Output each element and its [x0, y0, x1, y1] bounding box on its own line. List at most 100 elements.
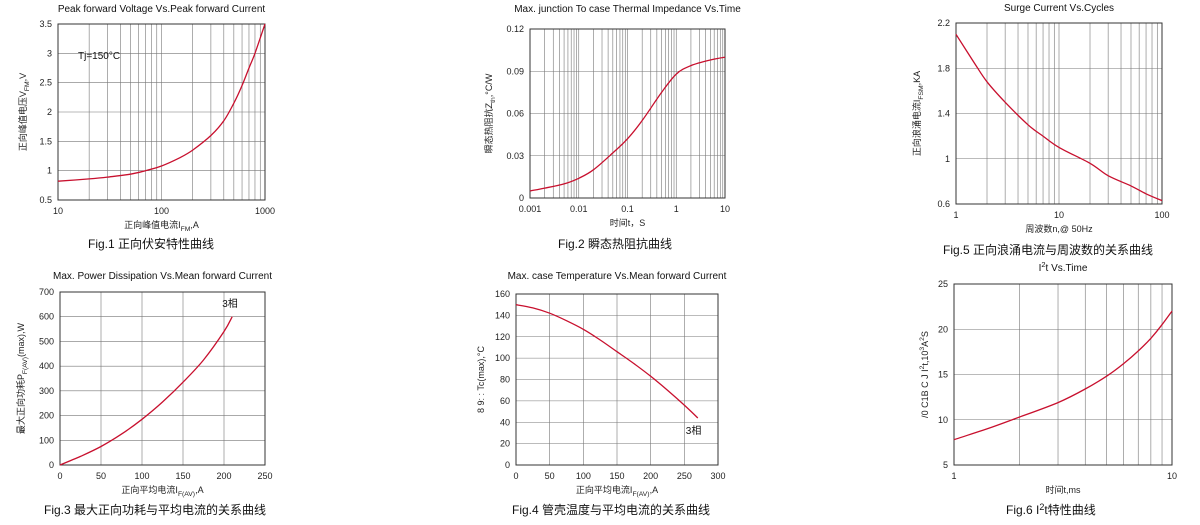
y-tick-label: 500: [39, 336, 54, 346]
y-tick-label: 80: [500, 375, 510, 385]
x-tick-label: 100: [576, 471, 591, 481]
series-line-1: [515, 304, 699, 419]
y-tick-label: 1.8: [937, 63, 950, 73]
figure-caption: Fig.3 最大正向功耗与平均电流的关系曲线: [44, 502, 266, 517]
figure-caption: Fig.5 正向浪涌电流与周波数的关系曲线: [943, 242, 1153, 257]
plot-frame: [59, 291, 266, 466]
y-tick-label: 0.6: [937, 199, 950, 209]
x-tick-label: 100: [134, 471, 149, 481]
y-tick-label: 0.09: [506, 66, 524, 76]
x-tick-label: 50: [96, 471, 106, 481]
y-tick-label: 160: [495, 289, 510, 299]
y-tick-label: 0: [519, 193, 524, 203]
plot-frame: [953, 283, 1173, 466]
x-tick-label: 1: [951, 471, 956, 481]
plot-frame: [515, 293, 719, 466]
series-line-1: [953, 310, 1173, 441]
y-tick-label: 1: [47, 166, 52, 176]
figure-caption: Fig.4 管壳温度与平均电流的关系曲线: [512, 502, 710, 517]
x-tick-label: 1: [953, 210, 958, 220]
x-tick-label: 100: [1154, 210, 1169, 220]
y-tick-label: 0.06: [506, 109, 524, 119]
x-tick-label: 300: [710, 471, 725, 481]
x-tick-label: 200: [216, 471, 231, 481]
y-tick-label: 600: [39, 312, 54, 322]
x-tick-label: 100: [154, 206, 169, 216]
y-tick-label: 100: [495, 353, 510, 363]
chart-title: Max. case Temperature Vs.Mean forward Cu…: [508, 271, 727, 282]
chart-title: Peak forward Voltage Vs.Peak forward Cur…: [58, 4, 266, 15]
chart-annotation: Tj=150°C: [78, 51, 120, 62]
y-tick-label: 2.5: [39, 78, 52, 88]
x-tick-label: 0: [513, 471, 518, 481]
x-tick-label: 10: [53, 206, 63, 216]
x-axis-label: 周波数n,@ 50Hz: [1025, 223, 1093, 234]
x-tick-label: 50: [545, 471, 555, 481]
chart-title: Max. junction To case Thermal Impedance …: [514, 4, 741, 15]
x-tick-label: 1: [674, 204, 679, 214]
x-tick-label: 0.001: [519, 204, 542, 214]
chart-title: I2t Vs.Time: [1039, 260, 1088, 274]
y-axis-label: 正向浪涌电流IFSM,KA: [911, 71, 925, 156]
y-tick-label: 3: [47, 48, 52, 58]
plot-frame: [57, 23, 266, 201]
x-axis-label: 时间t,ms: [1046, 484, 1081, 495]
y-tick-label: 0.5: [39, 195, 52, 205]
y-tick-label: 0.12: [506, 24, 524, 34]
y-tick-label: 15: [938, 370, 948, 380]
y-tick-label: 1.4: [937, 109, 950, 119]
x-tick-label: 0.1: [621, 204, 634, 214]
y-tick-label: 1: [945, 154, 950, 164]
y-tick-label: 200: [39, 411, 54, 421]
x-tick-label: 1000: [255, 206, 275, 216]
plot-frame: [529, 28, 726, 199]
y-axis-label: 正向峰值电压VFM,V: [17, 73, 31, 151]
y-tick-label: 100: [39, 435, 54, 445]
y-tick-label: 0.03: [506, 151, 524, 161]
chart-2: 0.001 0.01 0.1 1 10 0 0.03 0.06 0.09 0.12 Max. jun…: [483, 4, 741, 251]
x-axis-label: 正向平均电流IF(AV),A: [121, 484, 203, 498]
chart-1: 10 100 1000 0.5 1 1.5 2 2.5 3 3.5 Peak forward Vol…: [17, 4, 275, 251]
y-tick-label: 120: [495, 332, 510, 342]
y-tick-label: 3.5: [39, 19, 52, 29]
x-tick-label: 200: [643, 471, 658, 481]
y-axis-label: /0 C1B C J I2t,103A2S: [919, 331, 930, 418]
y-tick-label: 40: [500, 417, 510, 427]
x-tick-label: 0: [57, 471, 62, 481]
chart-5: 0 50 100 150 200 250 300 0 20 40 60 80 100 120 140 160 M…: [476, 271, 727, 517]
chart-title: Surge Current Vs.Cycles: [1004, 3, 1114, 14]
y-axis-label: 最大正向功耗PF(AV)(max),W: [15, 322, 29, 434]
x-tick-label: 0.01: [570, 204, 588, 214]
x-axis-label: 正向平均电流IF(AV),A: [576, 484, 658, 498]
chart-title: Max. Power Dissipation Vs.Mean forward C…: [53, 271, 272, 282]
chart-6: 1 10 5 10 15 20 25 I2t Vs.Time 时间t,ms/0 C1B C J …: [919, 260, 1177, 517]
y-axis-label: 瞬态热阻抗Zth,°C/W: [483, 73, 497, 153]
y-tick-label: 300: [39, 386, 54, 396]
y-tick-label: 20: [500, 439, 510, 449]
series-line-1: [529, 56, 726, 192]
y-tick-label: 400: [39, 361, 54, 371]
x-axis-label: 时间t，S: [610, 217, 646, 228]
figure-caption: Fig.2 瞬态热阻抗曲线: [558, 236, 672, 251]
series-line-1: [955, 33, 1163, 202]
y-tick-label: 140: [495, 310, 510, 320]
y-tick-label: 5: [943, 460, 948, 470]
y-tick-label: 0: [505, 460, 510, 470]
plot-frame: [955, 22, 1163, 205]
figure-caption: Fig.6 I2t特性曲线: [1006, 502, 1096, 517]
y-tick-label: 10: [938, 415, 948, 425]
y-tick-label: 1.5: [39, 136, 52, 146]
x-tick-label: 150: [609, 471, 624, 481]
series-line-1: [57, 23, 266, 182]
x-tick-label: 250: [257, 471, 272, 481]
y-tick-label: 20: [938, 324, 948, 334]
x-tick-label: 250: [677, 471, 692, 481]
chart-4: 0 50 100 150 200 250 0 100 200 300 400 500 600 700 Max…: [15, 271, 273, 517]
y-axis-label: 8 9: : Tc(max),°C: [476, 346, 486, 413]
series-line-1: [59, 316, 233, 466]
y-tick-label: 2: [47, 107, 52, 117]
chart-annotation: 3相: [222, 297, 238, 310]
